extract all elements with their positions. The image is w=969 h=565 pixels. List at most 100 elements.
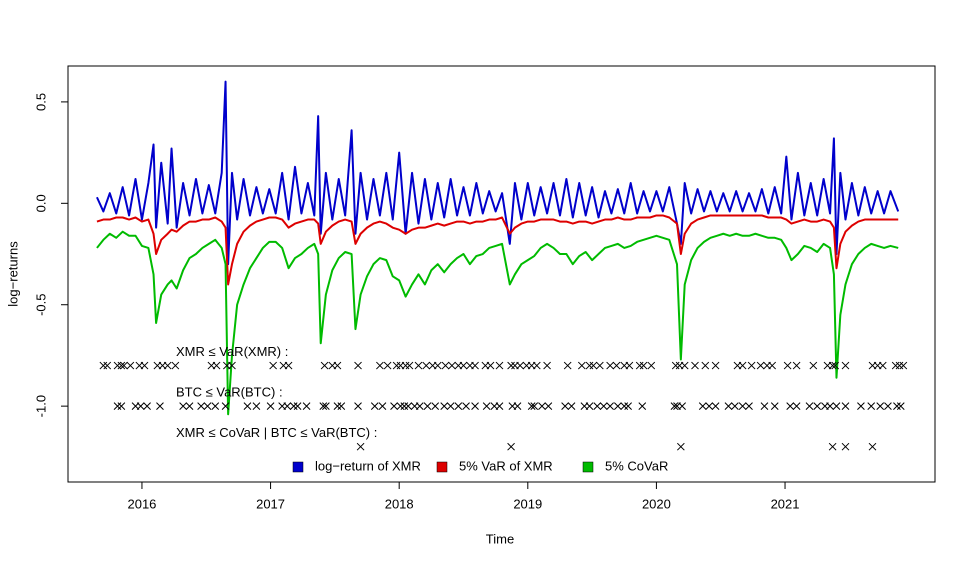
exceedance-marker bbox=[625, 361, 634, 370]
exceedance-marker bbox=[404, 402, 413, 410]
y-tick-label: -1.0 bbox=[33, 395, 48, 417]
exceedance-marker bbox=[567, 402, 576, 410]
exceedance-marker bbox=[868, 442, 877, 451]
exceedance-marker bbox=[577, 361, 586, 370]
exceedance-marker bbox=[356, 442, 365, 451]
exceedance-marker bbox=[563, 361, 572, 370]
exceedance-marker bbox=[589, 361, 598, 370]
x-tick-label: 2021 bbox=[771, 496, 800, 511]
exceedance-marker bbox=[783, 361, 792, 370]
exceedance-marker bbox=[543, 361, 551, 370]
exceedance-marker bbox=[677, 442, 685, 451]
exceedance-marker bbox=[828, 361, 837, 370]
exceedance-marker bbox=[826, 402, 834, 410]
exceedance-marker bbox=[289, 402, 298, 410]
exceedance-marker bbox=[891, 361, 900, 370]
exceedance-marker bbox=[136, 402, 145, 410]
exceedance-marker bbox=[792, 402, 801, 410]
y-tick-label: 0.5 bbox=[33, 93, 48, 111]
exceedance-marker bbox=[507, 442, 515, 451]
exceedance-marker bbox=[813, 402, 822, 410]
exceedance-marker bbox=[691, 361, 699, 370]
exceedance-marker bbox=[756, 361, 765, 370]
exceedance-marker bbox=[212, 361, 221, 370]
exceedance-marker bbox=[495, 402, 504, 410]
exceedance-marker bbox=[378, 402, 387, 410]
exceedance-marker bbox=[884, 402, 892, 410]
exceedance-marker bbox=[415, 402, 424, 410]
x-tick-label: 2020 bbox=[642, 496, 671, 511]
y-tick-label: 0.0 bbox=[33, 194, 48, 212]
exceedance-marker bbox=[354, 361, 362, 370]
exceedance-marker bbox=[354, 402, 362, 410]
x-axis-label: Time bbox=[486, 531, 514, 546]
exceedance-marker bbox=[431, 402, 440, 410]
exceedance-marker bbox=[809, 361, 818, 370]
exceedance-marker bbox=[495, 361, 504, 370]
exceedance-marker bbox=[284, 361, 293, 370]
exceedance-marker bbox=[370, 402, 379, 410]
exceedance-marker bbox=[440, 402, 449, 410]
exceedance-marker bbox=[624, 402, 632, 410]
exceedance-marker bbox=[516, 361, 524, 370]
exceedance-marker bbox=[635, 361, 644, 370]
exceedance-marker bbox=[585, 361, 594, 370]
exceedance-marker bbox=[638, 402, 647, 410]
exceedance-marker bbox=[507, 361, 515, 370]
exceedance-marker bbox=[113, 402, 122, 410]
exceedance-marker bbox=[203, 402, 212, 410]
exceedance-marker bbox=[423, 402, 432, 410]
exceedance-marker bbox=[482, 402, 491, 410]
exceedance-marker bbox=[228, 361, 236, 370]
exceedance-marker bbox=[319, 402, 328, 410]
exceedance-marker bbox=[841, 361, 850, 370]
exceedance-marker bbox=[283, 402, 292, 410]
exceedance-marker bbox=[126, 361, 135, 370]
exceedance-marker bbox=[613, 402, 622, 410]
exceedance-marker bbox=[893, 402, 901, 410]
exceedance-marker bbox=[895, 361, 904, 370]
exceedance-marker bbox=[647, 361, 656, 370]
x-tick-label: 2016 bbox=[127, 496, 156, 511]
exceedance-marker bbox=[396, 402, 405, 410]
exceedance-marker bbox=[831, 361, 840, 370]
exceedance-marker bbox=[117, 361, 126, 370]
marker-row-label: XMR ≤ VaR(XMR) : bbox=[176, 344, 288, 359]
exceedance-marker bbox=[252, 402, 261, 410]
exceedance-marker bbox=[724, 402, 733, 410]
exceedance-marker bbox=[731, 402, 739, 410]
exceedance-marker bbox=[390, 402, 398, 410]
exceedance-marker bbox=[599, 402, 608, 410]
exceedance-marker bbox=[760, 402, 769, 410]
exceedance-marker bbox=[538, 402, 546, 410]
exceedance-marker bbox=[705, 402, 714, 410]
marker-row-label: XMR ≤ CoVaR | BTC ≤ VaR(BTC) : bbox=[176, 425, 377, 440]
exceedance-marker bbox=[876, 402, 885, 410]
exceedance-marker bbox=[896, 402, 905, 410]
exceedance-marker bbox=[593, 402, 602, 410]
exceedance-marker bbox=[698, 402, 707, 410]
exceedance-marker bbox=[163, 361, 172, 370]
exceedance-marker bbox=[680, 361, 689, 370]
exceedance-marker bbox=[103, 361, 112, 370]
plot-frame bbox=[67, 65, 936, 483]
x-tick-label: 2018 bbox=[385, 496, 414, 511]
y-tick-label: -0.5 bbox=[33, 294, 48, 316]
exceedance-marker bbox=[471, 402, 479, 410]
exceedance-marker bbox=[678, 402, 686, 410]
exceedance-marker bbox=[446, 402, 455, 410]
exceedance-marker bbox=[376, 361, 384, 370]
exceedance-marker bbox=[711, 402, 720, 410]
exceedance-marker bbox=[211, 402, 220, 410]
exceedance-marker bbox=[414, 361, 423, 370]
exceedance-marker bbox=[841, 402, 850, 410]
series-line bbox=[96, 80, 900, 266]
legend-swatch bbox=[436, 461, 448, 473]
exceedance-marker bbox=[333, 361, 342, 370]
exceedance-marker bbox=[711, 361, 720, 370]
exceedance-marker bbox=[333, 402, 342, 410]
exceedance-marker bbox=[433, 361, 442, 370]
exceedance-marker bbox=[770, 402, 779, 410]
exceedance-marker bbox=[462, 402, 470, 410]
